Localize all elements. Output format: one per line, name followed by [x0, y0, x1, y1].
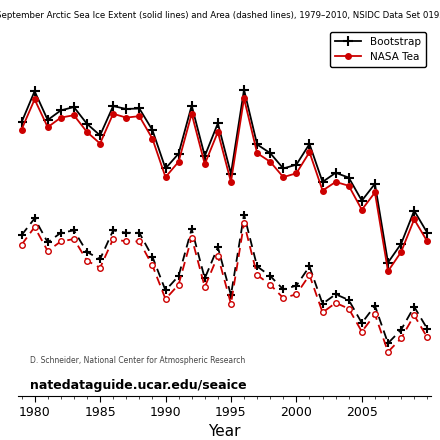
Text: natedataguide.ucar.edu/seaice: natedataguide.ucar.edu/seaice [30, 379, 247, 392]
X-axis label: Year: Year [208, 424, 241, 439]
Text: D. Schneider, National Center for Atmospheric Research: D. Schneider, National Center for Atmosp… [30, 356, 245, 365]
Legend: Bootstrap, NASA Tea: Bootstrap, NASA Tea [330, 32, 426, 67]
Text: September Arctic Sea Ice Extent (solid lines) and Area (dashed lines), 1979–2010: September Arctic Sea Ice Extent (solid l… [0, 11, 440, 20]
